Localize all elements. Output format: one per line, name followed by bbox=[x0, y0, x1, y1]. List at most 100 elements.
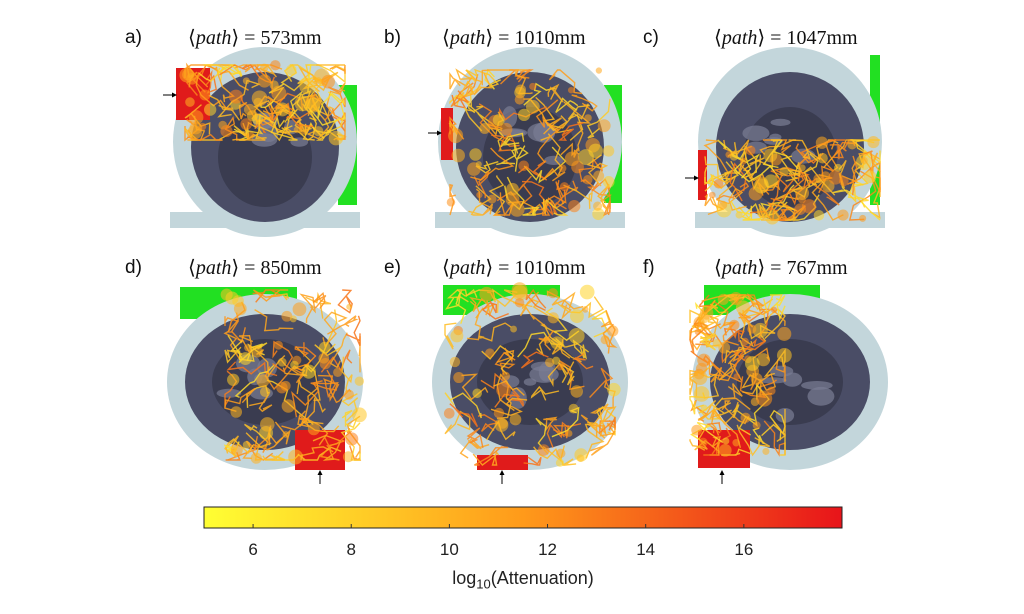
photon-path bbox=[788, 139, 821, 161]
photon-cluster bbox=[472, 388, 482, 399]
photon-path bbox=[323, 378, 340, 402]
photon-path bbox=[466, 427, 484, 449]
photon-cluster bbox=[764, 174, 778, 189]
photon-path bbox=[461, 373, 489, 401]
photon-path bbox=[232, 132, 266, 141]
photon-path bbox=[459, 437, 490, 459]
photon-cluster bbox=[509, 413, 522, 426]
photon-cluster bbox=[732, 438, 740, 447]
photon-cluster bbox=[556, 448, 566, 459]
panel-f bbox=[689, 285, 888, 484]
photon-path bbox=[563, 101, 592, 152]
photon-path bbox=[472, 450, 500, 466]
photon-path bbox=[758, 203, 797, 221]
photon-cluster bbox=[242, 440, 251, 449]
photon-cluster bbox=[525, 99, 540, 114]
photon-cluster bbox=[733, 373, 741, 380]
photon-path bbox=[494, 289, 518, 313]
photon-cluster bbox=[709, 191, 716, 199]
photon-cluster bbox=[305, 97, 321, 113]
photon-cluster bbox=[179, 67, 195, 83]
photon-cluster bbox=[838, 176, 849, 187]
photon-cluster bbox=[756, 390, 773, 407]
photon-path bbox=[557, 361, 575, 386]
photon-path bbox=[761, 423, 786, 456]
photon-cluster bbox=[270, 60, 281, 71]
photon-path bbox=[520, 351, 549, 369]
photon-cluster bbox=[602, 145, 615, 157]
photon-path bbox=[775, 295, 786, 322]
photon-path bbox=[510, 145, 529, 172]
photon-cluster bbox=[277, 357, 287, 367]
photon-path bbox=[548, 69, 583, 95]
photon-cluster bbox=[867, 136, 880, 149]
photon-path bbox=[307, 91, 346, 126]
gyrus bbox=[742, 125, 770, 141]
photon-cluster bbox=[798, 164, 806, 172]
photon-path bbox=[187, 133, 223, 141]
photon-path bbox=[775, 359, 786, 382]
photon-cluster bbox=[492, 114, 505, 127]
photon-path bbox=[869, 168, 881, 193]
photon-cluster bbox=[260, 417, 275, 432]
panel-b-letter: b) bbox=[384, 27, 401, 48]
photon-cluster bbox=[568, 328, 585, 344]
photon-cluster bbox=[346, 303, 353, 310]
arrowhead-icon bbox=[499, 470, 505, 475]
photon-path bbox=[262, 451, 286, 461]
photon-path bbox=[871, 152, 881, 183]
photon-cluster bbox=[189, 121, 203, 135]
photon-path bbox=[224, 346, 242, 364]
photon-path bbox=[465, 68, 500, 89]
photon-path bbox=[473, 170, 490, 199]
photon-path bbox=[744, 154, 765, 180]
panel-d-title: ⟨path⟩ = 850mm bbox=[188, 257, 322, 279]
panel-a-letter: a) bbox=[125, 27, 142, 48]
photon-path bbox=[590, 430, 616, 456]
panel-f-letter: f) bbox=[643, 257, 655, 278]
photon-cluster bbox=[718, 341, 731, 354]
photon-path bbox=[697, 404, 721, 421]
photon-cluster bbox=[600, 335, 610, 345]
photon-cluster bbox=[559, 182, 570, 192]
photon-cluster bbox=[199, 89, 211, 101]
photon-cluster bbox=[581, 306, 589, 313]
photon-cluster bbox=[756, 353, 770, 367]
photon-cluster bbox=[450, 329, 464, 343]
photon-cluster bbox=[227, 373, 240, 386]
photon-path bbox=[704, 166, 722, 189]
photon-path bbox=[530, 385, 560, 401]
panel-c bbox=[685, 47, 885, 237]
photon-cluster bbox=[593, 170, 605, 182]
photon-path bbox=[729, 162, 747, 202]
photon-cluster bbox=[694, 328, 701, 336]
photon-cluster bbox=[233, 302, 247, 316]
photon-path bbox=[800, 139, 846, 164]
photon-cluster bbox=[242, 77, 250, 85]
photon-path bbox=[253, 289, 289, 302]
photon-cluster bbox=[735, 211, 743, 219]
photon-cluster bbox=[246, 131, 255, 140]
photon-cluster bbox=[693, 386, 710, 402]
photon-cluster bbox=[476, 191, 483, 199]
photon-path bbox=[555, 296, 605, 319]
photon-cluster bbox=[529, 82, 537, 91]
photon-path bbox=[578, 157, 603, 183]
photon-path bbox=[281, 410, 310, 431]
photon-cluster bbox=[712, 339, 722, 348]
photon-path bbox=[567, 104, 590, 141]
photon-path bbox=[847, 155, 858, 196]
photon-cluster bbox=[188, 110, 204, 125]
photon-path bbox=[305, 291, 332, 319]
photon-cluster bbox=[718, 443, 732, 457]
photon-path bbox=[716, 182, 750, 200]
photon-path bbox=[450, 74, 479, 108]
photon-cluster bbox=[510, 325, 517, 333]
photon-cluster bbox=[288, 449, 304, 465]
photon-cluster bbox=[752, 421, 761, 430]
photon-cluster bbox=[718, 200, 728, 210]
photon-cluster bbox=[729, 152, 739, 161]
photon-path bbox=[555, 97, 579, 113]
photon-path bbox=[540, 323, 578, 348]
photon-cluster bbox=[739, 157, 747, 165]
